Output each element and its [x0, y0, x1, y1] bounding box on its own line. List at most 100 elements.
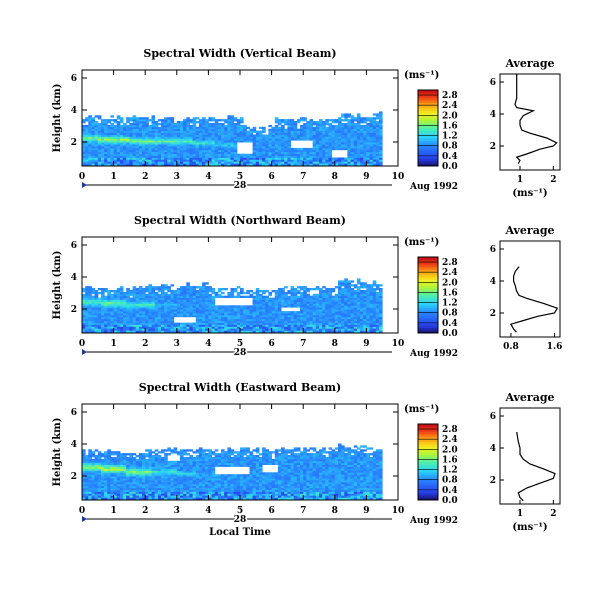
heatmap-cell: [268, 298, 272, 300]
heatmap-cell: [329, 161, 333, 163]
heatmap-cell: [259, 127, 263, 129]
heatmap-cell: [221, 152, 225, 154]
heatmap-cell: [316, 300, 320, 302]
heatmap-cell: [88, 328, 92, 330]
heatmap-cell: [256, 133, 260, 135]
heatmap-cell: [136, 123, 140, 125]
heatmap-cell: [123, 457, 127, 459]
heatmap-cell: [332, 158, 336, 160]
heatmap-cell: [218, 133, 222, 135]
heatmap-cell: [272, 298, 276, 300]
heatmap-cell: [366, 290, 370, 292]
heatmap-cell: [196, 142, 200, 144]
heatmap-cell: [88, 495, 92, 497]
heatmap-cell: [332, 133, 336, 135]
heatmap-cell: [85, 457, 89, 459]
heatmap-cell: [95, 300, 99, 302]
heatmap-cell: [92, 133, 96, 135]
heatmap-cell: [316, 294, 320, 296]
y-tick-label: 4: [71, 106, 77, 116]
heatmap-cell: [297, 286, 301, 288]
heatmap-cell: [268, 300, 272, 302]
heatmap-cell: [234, 152, 238, 154]
heatmap-cell: [180, 290, 184, 292]
heatmap-cell: [98, 123, 102, 125]
heatmap-cell: [158, 300, 162, 302]
heatmap-cell: [347, 300, 351, 302]
heatmap-cell: [246, 305, 250, 307]
heatmap-cell: [126, 152, 130, 154]
heatmap-cell: [142, 288, 146, 290]
heatmap-cell: [347, 119, 351, 121]
heatmap-cell: [129, 467, 133, 469]
y-tick-label: 2: [71, 305, 77, 315]
heatmap-cell: [329, 133, 333, 135]
heatmap-cell: [234, 328, 238, 330]
heatmap-cell: [297, 319, 301, 321]
heatmap-cell: [310, 148, 314, 150]
heatmap-cell: [123, 309, 127, 311]
heatmap-cell: [193, 152, 197, 154]
heatmap-cell: [278, 290, 282, 292]
heatmap-cell: [180, 142, 184, 144]
heatmap-cell: [291, 133, 295, 135]
heatmap-cell: [224, 309, 228, 311]
heatmap-cell: [117, 451, 121, 453]
heatmap-cell: [287, 328, 291, 330]
heatmap-cell: [294, 152, 298, 154]
heatmap-cell: [202, 328, 206, 330]
heatmap-cell: [294, 121, 298, 123]
heatmap-cell: [129, 453, 133, 455]
heatmap-cell: [82, 328, 86, 330]
heatmap-cell: [297, 152, 301, 154]
heatmap-cell: [133, 328, 137, 330]
heatmap-cell: [329, 300, 333, 302]
heatmap-cell: [193, 290, 197, 292]
heatmap-cell: [351, 161, 355, 163]
heatmap-cell: [379, 161, 383, 163]
heatmap-cell: [259, 161, 263, 163]
heatmap-cell: [265, 328, 269, 330]
heatmap-cell: [212, 152, 216, 154]
heatmap-cell: [278, 142, 282, 144]
heatmap-cell: [291, 286, 295, 288]
heatmap-cell: [237, 292, 241, 294]
heatmap-cell: [148, 133, 152, 135]
heatmap-cell: [259, 152, 263, 154]
heatmap-cell: [167, 286, 171, 288]
y-axis-label: Height (km): [52, 251, 63, 320]
heatmap-cell: [205, 142, 209, 144]
heatmap-cell: [370, 133, 374, 135]
heatmap-cell: [310, 296, 314, 298]
heatmap-cell: [262, 328, 266, 330]
heatmap-cell: [120, 161, 124, 163]
heatmap-cell: [272, 127, 276, 129]
heatmap-cell: [354, 152, 358, 154]
heatmap-cell: [335, 300, 339, 302]
heatmap-cell: [370, 117, 374, 119]
heatmap-cell: [139, 142, 143, 144]
heatmap-cell: [363, 142, 367, 144]
heatmap-cell: [167, 290, 171, 292]
heatmap-cell: [354, 328, 358, 330]
heatmap-cell: [155, 309, 159, 311]
heatmap-cell: [329, 152, 333, 154]
date-label: Aug 1992: [409, 182, 458, 192]
heatmap-cell: [139, 476, 143, 478]
x-tick-label: 6: [268, 339, 274, 349]
heatmap-cell: [278, 119, 282, 121]
heatmap-cell: [291, 123, 295, 125]
heatmap-cell: [287, 290, 291, 292]
x-tick-label: 1: [110, 339, 116, 349]
heatmap-cell: [193, 123, 197, 125]
heatmap-cell: [265, 319, 269, 321]
heatmap-cell: [117, 486, 121, 488]
heatmap-cell: [152, 142, 156, 144]
heatmap-cell: [329, 119, 333, 121]
heatmap-cell: [341, 328, 345, 330]
heatmap-cell: [281, 288, 285, 290]
heatmap-cell: [325, 161, 329, 163]
heatmap-cell: [281, 119, 285, 121]
heatmap-cell: [262, 290, 266, 292]
